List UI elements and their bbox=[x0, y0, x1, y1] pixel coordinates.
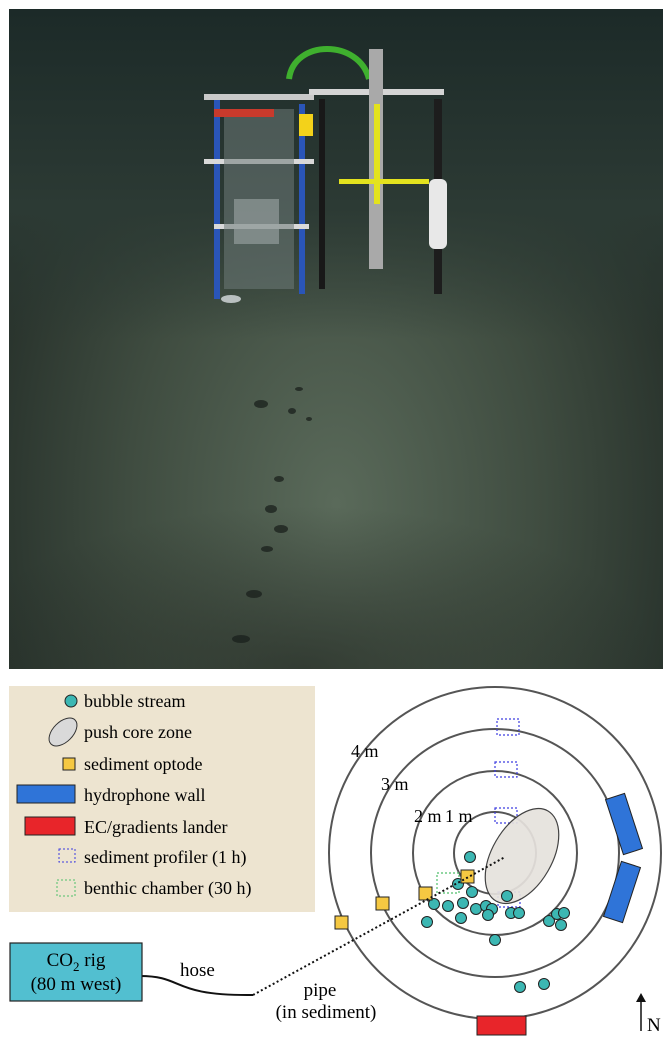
bubble-stream bbox=[442, 900, 454, 912]
bubble-streams bbox=[421, 851, 570, 993]
arrow-up-icon bbox=[636, 993, 646, 1002]
bubble-stream bbox=[455, 912, 467, 924]
legend-label-pushcore: push core zone bbox=[84, 722, 192, 742]
legend-label-chamber: benthic chamber (30 h) bbox=[84, 878, 251, 899]
bubble-stream bbox=[538, 978, 550, 990]
legend-label-hydrophone: hydrophone wall bbox=[84, 785, 205, 805]
bubble-trail bbox=[232, 387, 312, 643]
sediment-profiler bbox=[496, 718, 520, 736]
pipe-sublabel: (in sediment) bbox=[276, 1002, 377, 1023]
north-arrow: N bbox=[636, 993, 661, 1036]
hose-line bbox=[139, 975, 254, 997]
seafloor-photo bbox=[9, 9, 663, 669]
bubble-stream bbox=[501, 890, 513, 902]
ring-label-4m: 4 m bbox=[351, 741, 379, 761]
bubble-stream bbox=[514, 981, 526, 993]
bubble-icon bbox=[64, 694, 78, 708]
bubble-stream bbox=[466, 886, 478, 898]
bubble-stream bbox=[482, 909, 494, 921]
ring-3m bbox=[370, 728, 620, 978]
red-bar-icon bbox=[24, 816, 76, 836]
sediment-optodes bbox=[334, 869, 475, 930]
legend-label-bubble: bubble stream bbox=[84, 691, 185, 711]
ring-label-2m: 2 m bbox=[414, 806, 442, 826]
bubble-stream bbox=[543, 915, 555, 927]
bubble-stream bbox=[428, 898, 440, 910]
legend-label-profiler: sediment profiler (1 h) bbox=[84, 847, 246, 868]
legend-panel: bubble stream push core zone sediment op… bbox=[9, 686, 315, 912]
hose-label: hose bbox=[180, 960, 215, 981]
bubble-stream bbox=[470, 903, 482, 915]
pipe-line bbox=[252, 856, 506, 996]
hydrophone-wall bbox=[604, 792, 644, 856]
co2-rig-box bbox=[9, 942, 143, 1002]
bubble-stream bbox=[489, 934, 501, 946]
ec-gradients-lander bbox=[476, 1015, 527, 1036]
sediment-optode bbox=[334, 915, 349, 930]
co2-rig-label: CO2 rig bbox=[47, 950, 106, 974]
bubble-stream bbox=[464, 851, 476, 863]
sediment-optode bbox=[460, 869, 475, 884]
sediment-optode bbox=[375, 896, 390, 911]
ring-label-3m: 3 m bbox=[381, 774, 409, 794]
co2-rig-location: (80 m west) bbox=[31, 974, 122, 995]
bubble-stream bbox=[457, 897, 469, 909]
legend-label-optode: sediment optode bbox=[84, 754, 202, 774]
legend-label-lander: EC/gradients lander bbox=[84, 817, 227, 837]
sediment-optode bbox=[418, 886, 433, 901]
north-label: N bbox=[647, 1015, 661, 1036]
dotted-blue-square-icon bbox=[58, 848, 76, 863]
dotted-green-square-icon bbox=[56, 879, 76, 897]
seafloor-scene bbox=[204, 46, 447, 643]
push-core-zone bbox=[484, 807, 560, 905]
bubble-stream bbox=[555, 919, 567, 931]
sediment-profiler bbox=[494, 761, 518, 778]
rig-frame bbox=[204, 46, 447, 303]
pipe-label: pipe bbox=[304, 980, 337, 1001]
ring-label-1m: 1 m bbox=[445, 806, 473, 826]
hydrophone-wall bbox=[602, 860, 642, 924]
ellipse-icon bbox=[48, 717, 78, 747]
square-icon bbox=[62, 757, 76, 771]
bubble-stream bbox=[421, 916, 433, 928]
site-diagram: 4 m 3 m 2 m 1 m bbox=[9, 686, 662, 1036]
blue-bar-icon bbox=[16, 784, 76, 804]
bubble-stream bbox=[513, 907, 525, 919]
legend-svg: bubble stream push core zone sediment op… bbox=[16, 691, 251, 899]
bubble-stream bbox=[558, 907, 570, 919]
sediment-profiler bbox=[494, 807, 518, 824]
